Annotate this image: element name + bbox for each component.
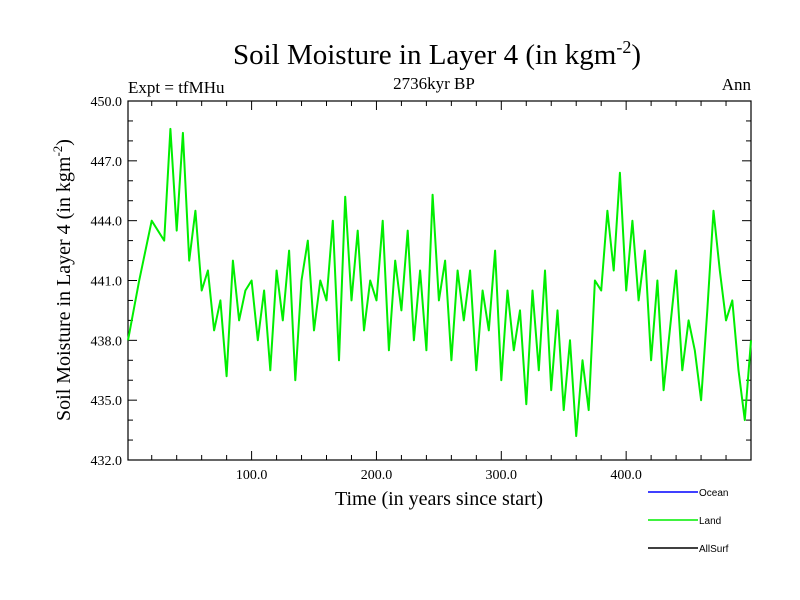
y-tick-label: 432.0 xyxy=(91,454,123,469)
legend-label-land: Land xyxy=(699,516,721,527)
y-tick-label: 450.0 xyxy=(91,95,123,110)
y-axis-label: Soil Moisture in Layer 4 (in kgm-2) xyxy=(50,139,75,421)
x-tick-label: 400.0 xyxy=(610,468,642,483)
series-line-land xyxy=(127,127,752,438)
series-group xyxy=(127,127,752,438)
chart-title: Soil Moisture in Layer 4 (in kgm-2) xyxy=(233,37,641,71)
x-tick-label: 200.0 xyxy=(361,468,393,483)
x-axis: 100.0 200.0 300.0 400.0 xyxy=(151,101,727,483)
y-axis: 432.0 435.0 438.0 441.0 444.0 447.0 450.0 xyxy=(91,95,751,469)
x-tick-label: 300.0 xyxy=(486,468,518,483)
x-axis-label: Time (in years since start) xyxy=(335,488,543,510)
y-tick-label: 444.0 xyxy=(91,215,123,230)
y-tick-label: 441.0 xyxy=(91,275,123,290)
y-tick-label: 447.0 xyxy=(91,155,123,170)
x-tick-label: 100.0 xyxy=(236,468,268,483)
season-label: Ann xyxy=(722,75,752,94)
legend-label-allsurf: AllSurf xyxy=(699,544,729,555)
legend-label-ocean: Ocean xyxy=(699,488,728,499)
y-tick-label: 438.0 xyxy=(91,334,123,349)
y-tick-label: 435.0 xyxy=(91,394,123,409)
experiment-label: Expt = tfMHu xyxy=(128,78,225,97)
legend: Ocean Land AllSurf xyxy=(648,488,729,555)
chart-subtitle: 2736kyr BP xyxy=(393,74,475,93)
